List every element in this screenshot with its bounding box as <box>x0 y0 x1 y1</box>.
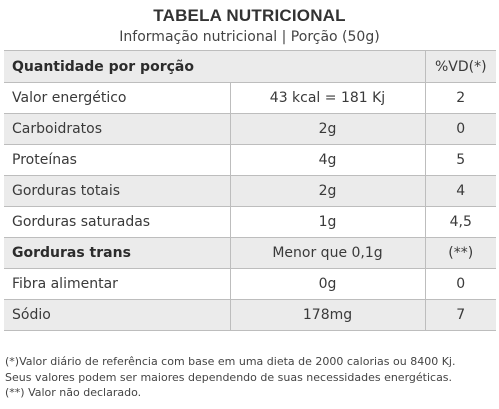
footnotes: (*)Valor diário de referência com base e… <box>5 354 455 401</box>
nutrient-value: 2g <box>229 175 425 207</box>
page-title: TABELA NUTRICIONAL <box>153 6 346 25</box>
table-header: TABELA NUTRICIONAL Informação nutriciona… <box>0 6 499 47</box>
nutrient-vd: 2 <box>424 82 496 114</box>
nutrient-value: Menor que 0,1g <box>229 237 425 269</box>
nutrient-vd: 0 <box>424 268 496 300</box>
table-row: Fibra alimentar 0g 0 <box>4 268 496 300</box>
nutrient-value: 0g <box>229 268 425 300</box>
table-row: Sódio 178mg 7 <box>4 299 496 331</box>
nutrient-vd: 0 <box>424 113 496 145</box>
nutrient-value: 43 kcal = 181 Kj <box>229 82 425 114</box>
quantity-header: Quantidade por porção <box>4 50 425 83</box>
nutrient-value: 4g <box>229 144 425 176</box>
nutrient-name: Gorduras totais <box>4 175 230 207</box>
table-row: Gorduras trans Menor que 0,1g (**) <box>4 237 496 269</box>
nutrient-value: 178mg <box>229 299 425 331</box>
vd-header: %VD(*) <box>424 50 496 83</box>
nutrient-vd: 5 <box>424 144 496 176</box>
nutrient-name: Carboidratos <box>4 113 230 145</box>
table-header-row: Quantidade por porção %VD(*) <box>4 50 496 83</box>
nutrient-name: Fibra alimentar <box>4 268 230 300</box>
table-row: Valor energético 43 kcal = 181 Kj 2 <box>4 82 496 114</box>
nutrient-vd: 4 <box>424 175 496 207</box>
nutrient-vd: (**) <box>424 237 496 269</box>
footnote-3: (**) Valor não declarado. <box>5 386 142 399</box>
nutrient-vd: 7 <box>424 299 496 331</box>
table-row: Gorduras totais 2g 4 <box>4 175 496 207</box>
nutrient-value: 1g <box>229 206 425 238</box>
table-row: Carboidratos 2g 0 <box>4 113 496 145</box>
nutrient-vd: 4,5 <box>424 206 496 238</box>
nutrition-table: Quantidade por porção %VD(*) Valor energ… <box>4 50 496 331</box>
page-subtitle: Informação nutricional | Porção (50g) <box>119 29 380 45</box>
table-row: Proteínas 4g 5 <box>4 144 496 176</box>
nutrient-value: 2g <box>229 113 425 145</box>
nutrient-name: Sódio <box>4 299 230 331</box>
footnote-1: (*)Valor diário de referência com base e… <box>5 355 456 368</box>
nutrient-name: Proteínas <box>4 144 230 176</box>
nutrient-name: Gorduras trans <box>4 237 230 269</box>
footnote-2: Seus valores podem ser maiores dependend… <box>5 370 453 384</box>
nutrient-name: Gorduras saturadas <box>4 206 230 238</box>
nutrient-name: Valor energético <box>4 82 230 114</box>
table-row: Gorduras saturadas 1g 4,5 <box>4 206 496 238</box>
